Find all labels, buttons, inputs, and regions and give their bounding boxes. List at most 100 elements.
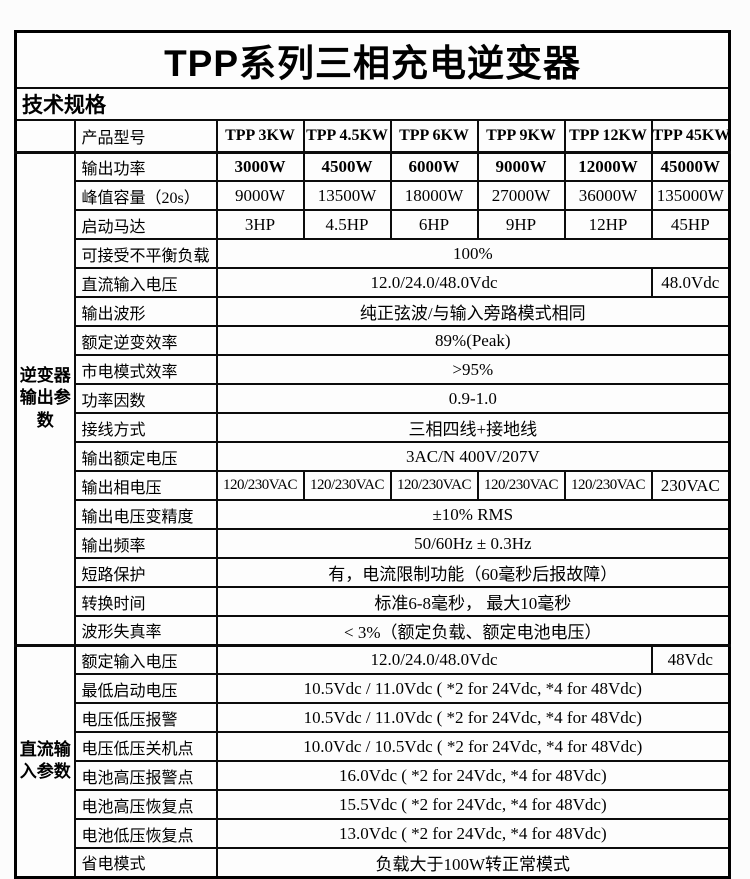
spec-param-label: 额定逆变效率	[73, 325, 218, 356]
group-label-inverter-output: 逆变器输出参数	[14, 150, 76, 646]
title-row: TPP系列三相充电逆变器	[14, 30, 731, 89]
corner-cell	[14, 119, 76, 153]
spec-value: 3AC/N 400V/207V	[215, 441, 731, 472]
row-mains-mode-efficiency: 市电模式效率 >95%	[16, 354, 731, 385]
model-name: TPP 12KW	[563, 119, 653, 153]
spec-param-label: 电压低压报警	[73, 702, 218, 733]
spec-value: 13500W	[302, 180, 392, 211]
spec-value: 12.0/24.0/48.0Vdc	[215, 267, 653, 298]
spec-param-label: 接线方式	[73, 412, 218, 443]
row-output-rated-voltage: 输出额定电压 3AC/N 400V/207V	[16, 441, 731, 472]
row-unbalanced-load: 可接受不平衡负载 100%	[16, 238, 731, 269]
spec-value: 9000W	[215, 180, 305, 211]
spec-value: 15.5Vdc ( *2 for 24Vdc, *4 for 48Vdc)	[215, 789, 731, 820]
spec-param-label: 短路保护	[73, 557, 218, 588]
row-wiring-method: 接线方式 三相四线+接地线	[16, 412, 731, 443]
spec-value: 27000W	[476, 180, 566, 211]
spec-value: 12HP	[563, 209, 653, 240]
spec-value: 纯正弦波/与输入旁路模式相同	[215, 296, 731, 327]
row-output-voltage-accuracy: 输出电压变精度 ±10% RMS	[16, 499, 731, 530]
spec-value: 135000W	[650, 180, 731, 211]
row-rated-input-voltage: 直流输入参数 额定输入电压 12.0/24.0/48.0Vdc 48Vdc	[14, 643, 731, 878]
row-min-start-voltage: 最低启动电压 10.5Vdc / 11.0Vdc ( *2 for 24Vdc, …	[16, 673, 731, 704]
model-name: TPP 45KW	[650, 119, 731, 153]
spec-param-label: 波形失真率	[73, 615, 218, 646]
spec-param-label: 电池高压报警点	[73, 760, 218, 791]
spec-value: 120/230VAC	[215, 470, 305, 501]
spec-param-label: 市电模式效率	[73, 354, 218, 385]
spec-value: 89%(Peak)	[215, 325, 731, 356]
spec-value: 4500W	[302, 150, 392, 182]
row-transfer-time: 转换时间 标准6-8毫秒， 最大10毫秒	[16, 586, 731, 617]
spec-value: 120/230VAC	[389, 470, 479, 501]
spec-param-label: 输出功率	[73, 150, 218, 182]
spec-value: 9000W	[476, 150, 566, 182]
row-low-voltage-alarm: 电压低压报警 10.5Vdc / 11.0Vdc ( *2 for 24Vdc, …	[16, 702, 731, 733]
spec-param-label: 电池低压恢复点	[73, 818, 218, 849]
spec-value: 120/230VAC	[476, 470, 566, 501]
spec-param-label: 额定输入电压	[73, 643, 218, 675]
row-waveform-distortion: 波形失真率 < 3%（额定负载、额定电池电压）	[16, 615, 731, 646]
spec-table-body: 产品型号 TPP 3KW TPP 4.5KW TPP 6KW TPP 9KW TPP 12…	[14, 119, 731, 878]
spec-value: 3HP	[215, 209, 305, 240]
spec-value: 120/230VAC	[302, 470, 392, 501]
spec-value: ±10% RMS	[215, 499, 731, 530]
row-short-circuit-protection: 短路保护 有，电流限制功能（60毫秒后报故障）	[16, 557, 731, 588]
spec-value: 13.0Vdc ( *2 for 24Vdc, *4 for 48Vdc)	[215, 818, 731, 849]
spec-param-label: 启动马达	[73, 209, 218, 240]
spec-param-label: 输出波形	[73, 296, 218, 327]
section-label: 技术规格	[14, 87, 731, 121]
spec-value: 10.5Vdc / 11.0Vdc ( *2 for 24Vdc, *4 for…	[215, 673, 731, 704]
group-label-dc-input: 直流输入参数	[14, 643, 76, 878]
model-name: TPP 6KW	[389, 119, 479, 153]
spec-value: 50/60Hz ± 0.3Hz	[215, 528, 731, 559]
spec-value: 18000W	[389, 180, 479, 211]
spec-value: 12000W	[563, 150, 653, 182]
spec-param-label: 电池高压恢复点	[73, 789, 218, 820]
spec-value: 6000W	[389, 150, 479, 182]
spec-value: 9HP	[476, 209, 566, 240]
spec-param-label: 峰值容量（20s）	[73, 180, 218, 211]
spec-value: 12.0/24.0/48.0Vdc	[215, 643, 653, 675]
row-power-factor: 功率因数 0.9-1.0	[16, 383, 731, 414]
spec-param-label: 输出额定电压	[73, 441, 218, 472]
spec-value: 230VAC	[650, 470, 731, 501]
product-model-label: 产品型号	[73, 119, 218, 153]
spec-value: 36000W	[563, 180, 653, 211]
spec-param-label: 转换时间	[73, 586, 218, 617]
spec-value: 100%	[215, 238, 731, 269]
spec-value: 3000W	[215, 150, 305, 182]
spec-value: < 3%（额定负载、额定电池电压）	[215, 615, 731, 646]
row-output-frequency: 输出频率 50/60Hz ± 0.3Hz	[16, 528, 731, 559]
row-battery-high-voltage-recovery: 电池高压恢复点 15.5Vdc ( *2 for 24Vdc, *4 for 48…	[16, 789, 731, 820]
section-label-row: 技术规格	[14, 87, 731, 121]
spec-value: 120/230VAC	[563, 470, 653, 501]
spec-table: TPP系列三相充电逆变器 技术规格 产品型号 TPP 3KW TPP 4.5KW TP…	[14, 30, 732, 879]
spec-param-label: 最低启动电压	[73, 673, 218, 704]
spec-value: 6HP	[389, 209, 479, 240]
spec-value: 48.0Vdc	[650, 267, 731, 298]
model-name: TPP 3KW	[215, 119, 305, 153]
spec-value: 三相四线+接地线	[215, 412, 731, 443]
spec-value: 16.0Vdc ( *2 for 24Vdc, *4 for 48Vdc)	[215, 760, 731, 791]
row-output-power: 逆变器输出参数 输出功率 3000W 4500W 6000W 9000W 12000W 450…	[14, 150, 731, 646]
spec-param-label: 输出电压变精度	[73, 499, 218, 530]
row-output-waveform: 输出波形 纯正弦波/与输入旁路模式相同	[16, 296, 731, 327]
model-name: TPP 9KW	[476, 119, 566, 153]
spec-param-label: 直流输入电压	[73, 267, 218, 298]
row-output-phase-voltage: 输出相电压 120/230VAC 120/230VAC 120/230VAC 120/2…	[16, 470, 731, 501]
spec-value: 标准6-8毫秒， 最大10毫秒	[215, 586, 731, 617]
spec-value: 有，电流限制功能（60毫秒后报故障）	[215, 557, 731, 588]
row-battery-high-voltage-alarm: 电池高压报警点 16.0Vdc ( *2 for 24Vdc, *4 for 48…	[16, 760, 731, 791]
spec-param-label: 功率因数	[73, 383, 218, 414]
spec-value: 4.5HP	[302, 209, 392, 240]
spec-value: 45000W	[650, 150, 731, 182]
spec-value: 0.9-1.0	[215, 383, 731, 414]
spec-param-label: 可接受不平衡负载	[73, 238, 218, 269]
spec-value: 10.5Vdc / 11.0Vdc ( *2 for 24Vdc, *4 for…	[215, 702, 731, 733]
row-battery-low-voltage-recovery: 电池低压恢复点 13.0Vdc ( *2 for 24Vdc, *4 for 48…	[16, 818, 731, 849]
spec-value: 45HP	[650, 209, 731, 240]
spec-value: 48Vdc	[650, 643, 731, 675]
row-dc-input-voltage: 直流输入电压 12.0/24.0/48.0Vdc 48.0Vdc	[16, 267, 731, 298]
